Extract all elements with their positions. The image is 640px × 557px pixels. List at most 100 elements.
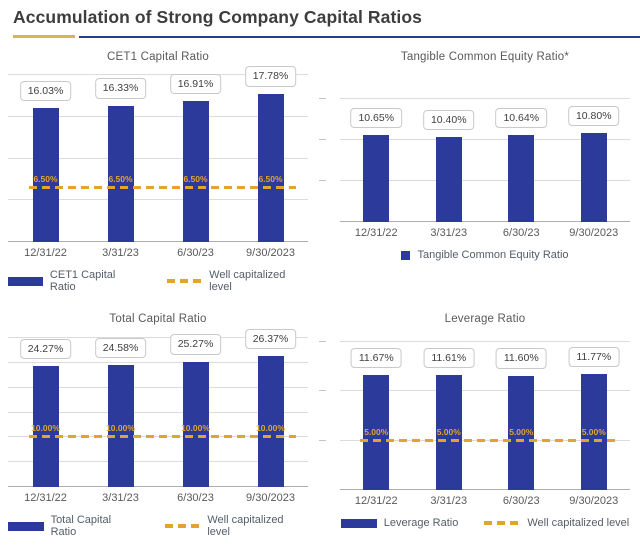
bar-slot: 11.67% 5.00% bbox=[340, 342, 413, 490]
x-axis-line bbox=[340, 221, 630, 222]
value-label: 11.77% bbox=[568, 346, 620, 367]
bar-slot: 16.03% 6.50% bbox=[8, 75, 83, 242]
chart-title-tce: Tangible Common Equity Ratio* bbox=[400, 51, 570, 63]
well-capitalized-line bbox=[360, 438, 619, 442]
x-axis-label: 6/30/23 bbox=[177, 492, 214, 504]
x-axis-label: 6/30/23 bbox=[502, 495, 540, 507]
value-label: 16.03% bbox=[19, 80, 72, 102]
y-axis-tick bbox=[319, 341, 326, 342]
x-axis-label: 9/30/2023 bbox=[246, 247, 295, 259]
x-axis-label: 3/31/23 bbox=[430, 227, 468, 239]
x-axis-label: 12/31/22 bbox=[24, 492, 67, 504]
legend-dash-swatch bbox=[484, 521, 521, 525]
page-title: Accumulation of Strong Company Capital R… bbox=[13, 7, 422, 27]
threshold-label: 10.00% bbox=[256, 423, 285, 434]
plot-area-leverage: 11.67% 5.00% 11.61% 5.00% 11.60% 5.00% 11.77% 5… bbox=[319, 341, 630, 490]
title-underline-navy-segment bbox=[79, 35, 640, 38]
bar bbox=[182, 361, 209, 487]
threshold-label: 10.00% bbox=[181, 423, 210, 434]
bar-slot: 10.40% bbox=[413, 99, 486, 222]
gridline bbox=[340, 390, 630, 392]
gridline bbox=[8, 199, 308, 201]
legend-tce: Tangible Common Equity Ratio bbox=[340, 249, 630, 261]
bar bbox=[508, 375, 535, 490]
threshold-label: 6.50% bbox=[258, 173, 283, 184]
bar bbox=[182, 100, 209, 242]
legend-total: Total Capital Ratio Well capitalized leve… bbox=[8, 514, 308, 538]
y-axis-tick bbox=[319, 139, 326, 140]
legend-cet1: CET1 Capital Ratio Well capitalized level bbox=[8, 269, 308, 293]
gridline bbox=[340, 139, 630, 140]
legend-leverage: Leverage Ratio Well capitalized level bbox=[340, 517, 630, 529]
bar-slot: 11.60% 5.00% bbox=[485, 342, 558, 490]
x-axis-labels: 12/31/22 3/31/23 6/30/23 9/30/2023 bbox=[340, 227, 630, 239]
threshold-label: 10.00% bbox=[31, 423, 60, 434]
bar bbox=[435, 375, 462, 490]
legend-item: Tangible Common Equity Ratio bbox=[401, 249, 569, 261]
legend-bar-swatch bbox=[340, 518, 377, 528]
threshold-label: 6.50% bbox=[33, 173, 58, 184]
x-axis-label: 12/31/22 bbox=[354, 495, 398, 507]
bar-slots: 16.03% 6.50% 16.33% 6.50% 16.91% 6.50% 17.78% 6… bbox=[8, 66, 308, 242]
bar bbox=[32, 108, 59, 242]
value-label: 10.40% bbox=[422, 109, 475, 130]
bar bbox=[107, 364, 134, 487]
bar-slot: 16.33% 6.50% bbox=[83, 75, 158, 242]
gridline bbox=[8, 157, 308, 159]
value-label: 25.27% bbox=[169, 334, 222, 355]
x-axis-label: 9/30/2023 bbox=[246, 492, 295, 504]
chart-title-cet1: CET1 Capital Ratio bbox=[106, 51, 210, 63]
x-axis-label: 9/30/2023 bbox=[569, 495, 619, 507]
bar bbox=[363, 374, 390, 490]
value-label: 16.33% bbox=[94, 78, 147, 99]
gridline bbox=[8, 411, 308, 413]
bar-slots: 10.65% 10.40% 10.64% 10.80% bbox=[340, 99, 630, 222]
threshold-label: 6.50% bbox=[183, 173, 208, 184]
legend-bar-swatch bbox=[8, 276, 43, 286]
gridline bbox=[340, 180, 630, 181]
legend-label: Leverage Ratio bbox=[383, 517, 459, 529]
threshold-label: 5.00% bbox=[509, 426, 534, 437]
gridline bbox=[8, 361, 308, 363]
value-label: 11.67% bbox=[350, 347, 402, 368]
bar-slots: 11.67% 5.00% 11.61% 5.00% 11.60% 5.00% 11.77% 5… bbox=[340, 342, 630, 490]
bar-slot: 10.80% bbox=[558, 99, 631, 222]
bar bbox=[435, 136, 462, 222]
value-label: 10.65% bbox=[350, 107, 403, 128]
value-label: 26.37% bbox=[244, 328, 297, 350]
x-axis-line bbox=[8, 486, 308, 487]
value-label: 16.91% bbox=[169, 73, 222, 94]
bar-slot: 16.91% 6.50% bbox=[158, 73, 233, 242]
plot-area-cet1: 16.03% 6.50% 16.33% 6.50% 16.91% 6.50% 17.78% 6… bbox=[8, 66, 308, 242]
bar bbox=[107, 105, 134, 242]
x-axis-line bbox=[8, 241, 308, 242]
threshold-label: 5.00% bbox=[581, 426, 606, 437]
x-axis-line bbox=[340, 489, 630, 490]
legend-dash-swatch bbox=[164, 524, 201, 528]
legend-label: Well capitalized level bbox=[527, 517, 630, 529]
y-axis-tick bbox=[319, 98, 326, 99]
charts-grid: CET1 Capital Ratio 16.03% 6.50% 16.33% 6.50%… bbox=[0, 43, 640, 548]
x-axis-label: 6/30/23 bbox=[177, 247, 214, 259]
x-axis-label: 12/31/22 bbox=[354, 227, 398, 239]
legend-label: CET1 Capital Ratio bbox=[49, 269, 116, 293]
legend-label: Total Capital Ratio bbox=[50, 514, 112, 538]
legend-label: Tangible Common Equity Ratio bbox=[417, 249, 569, 261]
chart-title-total: Total Capital Ratio bbox=[109, 313, 207, 325]
legend-dash-swatch bbox=[167, 279, 203, 283]
chart-tce: Tangible Common Equity Ratio* 10.65% 10.40… bbox=[314, 43, 640, 305]
gridline bbox=[8, 461, 308, 463]
bar-slot: 24.58% 10.00% bbox=[83, 337, 158, 487]
chart-title-leverage: Leverage Ratio bbox=[444, 313, 526, 325]
legend-item: Well capitalized level bbox=[484, 517, 629, 529]
bar bbox=[508, 134, 535, 222]
x-axis-labels: 12/31/22 3/31/23 6/30/23 9/30/2023 bbox=[8, 247, 308, 259]
plot-area-tce: 10.65% 10.40% 10.64% 10.80% bbox=[319, 98, 630, 222]
title-underline-gold-segment bbox=[13, 35, 75, 38]
bar-slot: 10.65% bbox=[340, 99, 413, 222]
y-axis-tick bbox=[319, 180, 326, 181]
legend-item: CET1 Capital Ratio bbox=[8, 269, 141, 293]
threshold-label: 6.50% bbox=[108, 173, 133, 184]
x-axis-label: 3/31/23 bbox=[102, 492, 139, 504]
bar bbox=[257, 356, 284, 487]
